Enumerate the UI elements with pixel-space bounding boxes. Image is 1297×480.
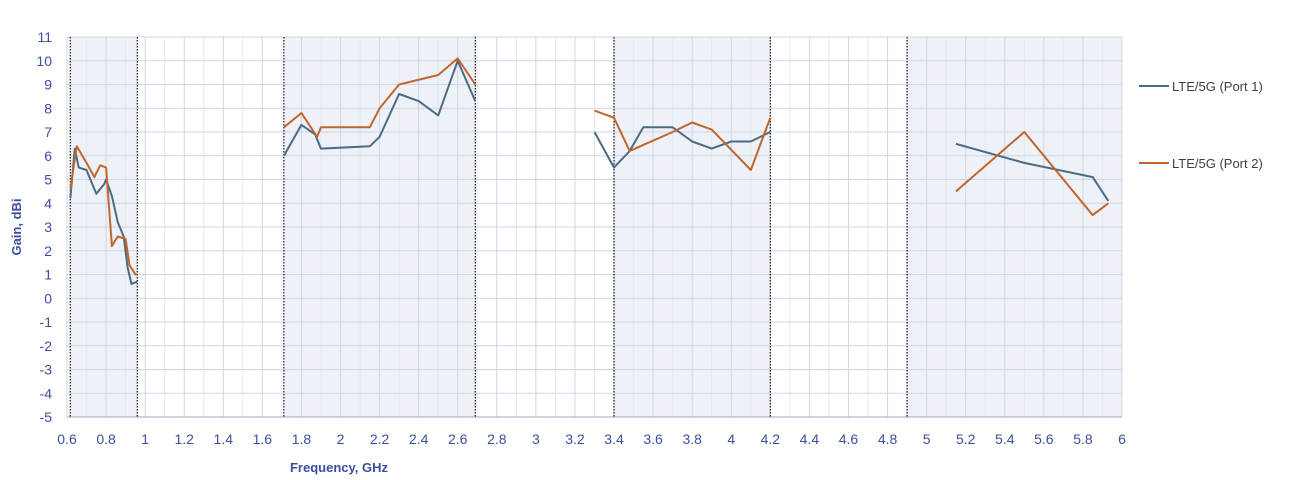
y-tick-label: -2	[40, 338, 53, 354]
x-tick-label: 1.6	[253, 431, 273, 447]
y-tick-label: -3	[40, 362, 53, 378]
legend: LTE/5G (Port 1) LTE/5G (Port 2)	[1139, 79, 1263, 171]
y-tick-label: -4	[40, 385, 53, 401]
series-2-line-segment-3	[955, 131, 1109, 217]
x-tick-label: 6	[1118, 431, 1126, 447]
x-axis-title: Frequency, GHz	[290, 460, 389, 475]
series-1-line-segment-2	[593, 126, 771, 169]
series-2-line-segment-1	[283, 57, 477, 138]
x-tick-label: 2	[337, 431, 345, 447]
y-tick-label: 6	[44, 148, 52, 164]
x-tick-label: 4.8	[878, 431, 898, 447]
y-tick-label: -5	[40, 409, 53, 425]
x-tick-label: 5.8	[1073, 431, 1093, 447]
y-tick-label: 0	[44, 290, 52, 306]
series-1-line-segment-3	[955, 142, 1110, 202]
x-tick-label: 1.2	[174, 431, 194, 447]
x-tick-label: 5	[923, 431, 931, 447]
x-tick-label: 0.8	[96, 431, 116, 447]
y-tick-label: 9	[44, 77, 52, 93]
series-2-line-segment-2	[594, 109, 772, 171]
y-tick-label: 3	[44, 219, 52, 235]
x-tick-label: 4.6	[839, 431, 859, 447]
grid-lines	[66, 36, 1123, 418]
legend-label-1: LTE/5G (Port 1)	[1172, 79, 1263, 94]
x-tick-label: 3.4	[604, 431, 624, 447]
x-tick-label: 5.4	[995, 431, 1015, 447]
x-tick-label: 1.4	[214, 431, 234, 447]
x-tick-label: 2.6	[448, 431, 468, 447]
legend-label-2: LTE/5G (Port 2)	[1172, 156, 1263, 171]
y-tick-label: 5	[44, 172, 52, 188]
x-tick-labels: 0.6 0.8 1 1.2 1.4 1.6 1.8 2 2.2 2.4 2.6 2.8 3 3.2 3.4 3…	[57, 431, 1126, 447]
y-tick-label: 7	[44, 124, 52, 140]
x-tick-label: 3	[532, 431, 540, 447]
y-tick-label: -1	[40, 314, 53, 330]
x-tick-label: 5.2	[956, 431, 976, 447]
series-1-line-segment-1	[283, 59, 477, 157]
series-lines	[69, 57, 1110, 285]
y-axis-title: Gain, dBi	[9, 198, 24, 255]
y-tick-label: 10	[36, 53, 52, 69]
x-tick-label: 4.4	[800, 431, 820, 447]
x-tick-label: 5.6	[1034, 431, 1054, 447]
y-tick-label: 11	[37, 29, 52, 45]
y-tick-label: 4	[44, 195, 52, 211]
y-tick-labels: -5 -4 -3 -2 -1 0 1 2 3 4 5 6 7 8 9 10 11	[36, 29, 52, 425]
x-tick-label: 2.4	[409, 431, 429, 447]
series-1-line-segment-0	[69, 147, 138, 285]
x-tick-label: 1	[141, 431, 149, 447]
x-tick-label: 4.2	[761, 431, 781, 447]
x-tick-label: 1.8	[292, 431, 312, 447]
y-tick-label: 2	[44, 243, 52, 259]
x-tick-label: 3.8	[682, 431, 702, 447]
series-2-line-segment-0	[69, 145, 138, 276]
x-tick-label: 3.2	[565, 431, 585, 447]
x-tick-label: 3.6	[643, 431, 663, 447]
y-tick-label: 1	[44, 267, 52, 283]
x-tick-label: 0.6	[57, 431, 77, 447]
x-tick-label: 2.8	[487, 431, 507, 447]
y-tick-label: 8	[44, 100, 52, 116]
x-tick-label: 4	[727, 431, 735, 447]
x-tick-label: 2.2	[370, 431, 390, 447]
